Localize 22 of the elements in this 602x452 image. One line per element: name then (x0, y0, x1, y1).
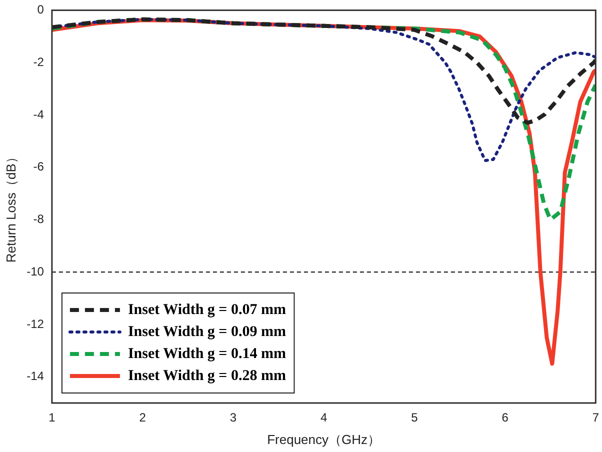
y-tick-label: -14 (26, 369, 44, 384)
y-tick-label: 0 (37, 2, 44, 17)
x-tick-label: 1 (48, 410, 56, 425)
y-tick-label: -2 (33, 54, 44, 69)
x-tick-label: 3 (230, 410, 237, 425)
x-axis-title: Frequency（GHz） (267, 432, 381, 447)
line-series (52, 17, 596, 125)
y-tick-label: -12 (26, 316, 44, 331)
legend-label: Inset Width g = 0.09 mm (128, 324, 286, 340)
x-tick-label: 7 (592, 410, 600, 425)
legend-label: Inset Width g = 0.14 mm (128, 346, 286, 362)
x-tick-label: 2 (139, 410, 146, 425)
y-tick-label: -8 (33, 212, 44, 226)
y-tick-label: -10 (26, 264, 44, 278)
y-tick-label: -6 (33, 160, 44, 174)
y-axis-title: Return Loss（dB） (3, 150, 18, 263)
legend-label: Inset Width g = 0.07 mm (128, 302, 286, 318)
x-tick-label: 4 (320, 410, 328, 425)
x-tick-label: 5 (411, 410, 418, 425)
x-tick-label: 6 (502, 410, 509, 425)
legend-label: Inset Width g = 0.28 mm (128, 368, 286, 384)
y-tick-label: -4 (33, 107, 44, 122)
